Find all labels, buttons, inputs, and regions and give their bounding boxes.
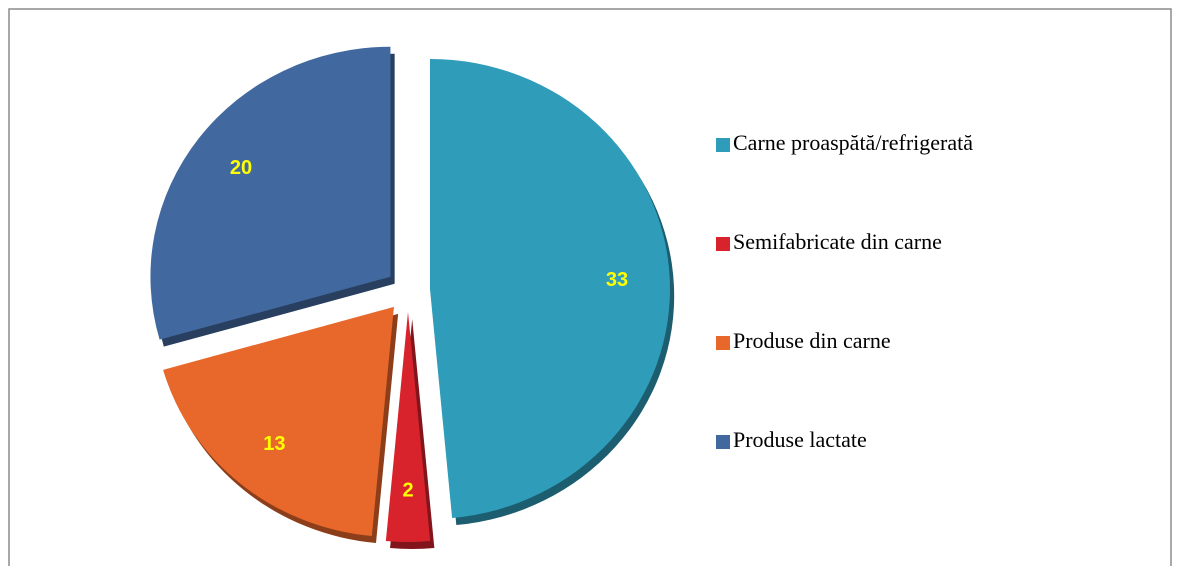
slice [429,58,670,519]
legend-label: Semifabricate din carne [733,229,942,254]
data-label: 2 [402,480,413,502]
legend-label: Produse din carne [733,328,891,353]
data-label: 13 [263,433,285,455]
legend-swatch [716,435,730,449]
slice [150,46,391,340]
data-label: 20 [230,157,252,179]
legend-label: Produse lactate [733,427,867,452]
legend-swatch [716,138,730,152]
slice [385,312,431,542]
legend-swatch [716,237,730,251]
legend-swatch [716,336,730,350]
legend-label: Carne proaspătă/refrigerată [733,130,973,155]
slice [163,306,394,536]
data-label: 33 [606,269,628,291]
